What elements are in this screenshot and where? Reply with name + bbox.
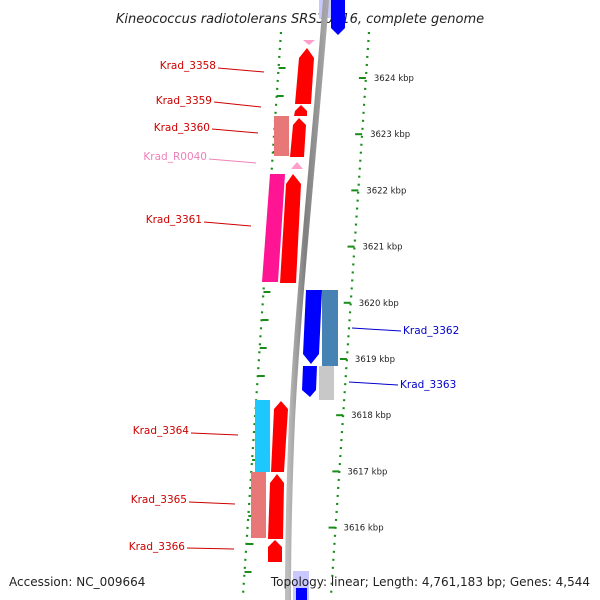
leader-krad-3359 xyxy=(213,101,262,108)
scale-label: 3623 kbp xyxy=(370,130,410,140)
gene-krad-3361-shade[interactable] xyxy=(262,174,285,282)
gene-krad-3359[interactable] xyxy=(294,105,307,116)
scale-label: 3616 kbp xyxy=(344,524,384,534)
leader-krad-3361 xyxy=(203,221,252,227)
gene-krad-3364-shade[interactable] xyxy=(255,400,270,472)
gene-krad-3366[interactable] xyxy=(268,540,282,562)
label-krad-3363[interactable]: Krad_3363 xyxy=(400,379,456,391)
gene-krad-3362-shade[interactable] xyxy=(322,290,338,366)
leader-krad-r0040 xyxy=(208,158,257,164)
label-krad-3359[interactable]: Krad_3359 xyxy=(156,95,212,107)
scale-label: 3622 kbp xyxy=(366,186,406,196)
gene-krad-3362[interactable] xyxy=(303,290,322,364)
map-title: Kineococcus radiotolerans SRS30216, comp… xyxy=(116,12,484,27)
leader-krad-3360 xyxy=(211,128,259,134)
scale-label: 3619 kbp xyxy=(355,355,395,365)
leader-krad-3366 xyxy=(186,547,235,550)
genome-backbone xyxy=(285,0,329,600)
scale-label: 3618 kbp xyxy=(351,411,391,421)
scale-label: 3621 kbp xyxy=(363,243,403,253)
gene-krad-3365[interactable] xyxy=(268,474,284,539)
gene-krad-3358[interactable] xyxy=(295,48,314,104)
scale-label: 3624 kbp xyxy=(374,74,414,84)
accession-text: Accession: NC_009664 xyxy=(9,575,145,589)
gene-krad-3363-shade[interactable] xyxy=(319,366,334,400)
bottom-clipped-gene[interactable] xyxy=(296,588,307,600)
gene-krad-3358-arrow[interactable] xyxy=(303,40,315,45)
leader-krad-3363 xyxy=(348,381,399,386)
leader-krad-3365 xyxy=(188,501,236,505)
label-krad-r0040[interactable]: Krad_R0040 xyxy=(143,151,207,163)
label-krad-3362[interactable]: Krad_3362 xyxy=(403,325,459,337)
gene-krad-r0040[interactable] xyxy=(291,162,303,169)
genome-summary-text: Topology: linear; Length: 4,761,183 bp; … xyxy=(270,575,590,589)
gene-krad-3360[interactable] xyxy=(290,118,306,157)
right-scale-ticks: 3624 kbp 3623 kbp 3622 kbp 3621 kbp 3620 kbp… xyxy=(328,74,414,534)
scale-label: 3620 kbp xyxy=(359,299,399,309)
label-krad-3361[interactable]: Krad_3361 xyxy=(146,214,202,226)
label-krad-3358[interactable]: Krad_3358 xyxy=(160,60,216,72)
gene-krad-3363[interactable] xyxy=(302,366,317,397)
label-krad-3366[interactable]: Krad_3366 xyxy=(129,541,186,553)
label-krad-3364[interactable]: Krad_3364 xyxy=(133,425,190,437)
scale-label: 3617 kbp xyxy=(347,467,387,477)
label-krad-3365[interactable]: Krad_3365 xyxy=(131,494,187,506)
gene-krad-3365-shade[interactable] xyxy=(251,472,266,538)
leader-krad-3364 xyxy=(190,432,239,436)
gene-krad-3360-shade[interactable] xyxy=(274,116,289,156)
gene-krad-3361[interactable] xyxy=(280,174,301,283)
label-krad-3360[interactable]: Krad_3360 xyxy=(154,122,210,134)
top-clipped-gene[interactable] xyxy=(331,0,345,35)
leader-krad-3362 xyxy=(351,327,402,332)
leader-krad-3358 xyxy=(217,67,265,73)
gene-krad-3364[interactable] xyxy=(271,401,288,472)
